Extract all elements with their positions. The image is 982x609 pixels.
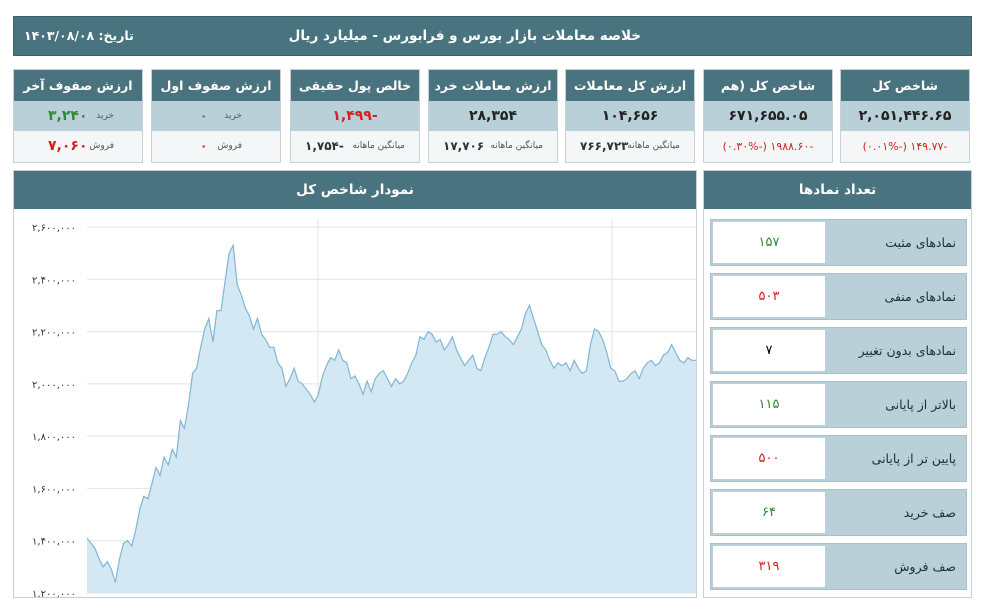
y-tick-label: ۲,۶۰۰,۰۰۰ [32, 223, 76, 234]
index-chart-panel: نمودار شاخص کل ۱,۲۰۰,۰۰۰ ۱,۴۰۰,۰۰۰ ۱,۶۰۰,۰… [13, 170, 697, 598]
symbol-row-label: پایین تر از پایانی [871, 451, 956, 466]
sell-value: ۰ [200, 139, 208, 153]
monthly-avg-label: میانگین ماهانه [490, 141, 543, 151]
index-line [86, 243, 696, 583]
symbol-row-value: ۱۱۵ [713, 384, 825, 425]
index-area [87, 245, 696, 594]
card-change: -۱۹۸۸.۶۰ (-۰.۳۰%) [704, 131, 832, 162]
buy-value: ۰ [200, 109, 208, 123]
sell-label: فروش [217, 141, 242, 151]
monthly-avg-value: -۱,۷۵۴ [305, 139, 344, 153]
symbol-row-label: صف فروش [894, 559, 956, 574]
buy-value: ۳,۲۴۰ [48, 108, 88, 124]
card-total-trade-value: ارزش کل معاملات ۱۰۴,۶۵۶ میانگین ماهانه ۷… [565, 69, 695, 163]
card-retail-trade-value: ارزش معاملات خرد ۲۸,۳۵۴ میانگین ماهانه ۱… [428, 69, 558, 163]
symbol-row-value: ۱۵۷ [713, 222, 825, 263]
y-tick-label: ۲,۴۰۰,۰۰۰ [32, 275, 76, 286]
symbol-row-label: نمادهای بدون تغییر [858, 343, 956, 358]
card-net-real-money: خالص پول حقیقی -۱,۴۹۹ میانگین ماهانه -۱,… [290, 69, 420, 163]
symbol-row-label: صف خرید [903, 505, 956, 520]
card-title: خالص پول حقیقی [291, 70, 419, 101]
symbol-row: نمادهای منفی ۵۰۳ [710, 273, 967, 320]
index-area-chart[interactable]: ۱,۲۰۰,۰۰۰ ۱,۴۰۰,۰۰۰ ۱,۶۰۰,۰۰۰ ۱,۸۰۰,۰۰۰ ۲,۰۰… [14, 209, 696, 597]
symbol-row-value: ۳۱۹ [713, 546, 825, 587]
symbol-row-label: نمادهای منفی [884, 289, 956, 304]
chart-title: نمودار شاخص کل [14, 171, 696, 209]
symbol-row-value: ۶۴ [713, 492, 825, 533]
card-change: -۱۴۹.۷۷ (-۰.۰۱%) [841, 131, 969, 162]
symbol-row-value: ۵۰۳ [713, 276, 825, 317]
card-title: ارزش صفوف اول بازار [152, 70, 280, 124]
monthly-avg-value: ۱۷,۷۰۶ [443, 139, 485, 153]
card-last-queues-value: ارزش صفوف آخر بازار خرید ۳,۲۴۰ فروش ۷,۰۶… [13, 69, 143, 163]
symbol-row: صف خرید ۶۴ [710, 489, 967, 536]
symbol-row-value: ۵۰۰ [713, 438, 825, 479]
symbol-row-value: ۷ [713, 330, 825, 371]
card-value: ۲۸,۳۵۴ [429, 101, 557, 131]
card-value: ۱۰۴,۶۵۶ [566, 101, 694, 131]
card-title: شاخص کل (هم وزن) [704, 70, 832, 124]
card-value: -۱,۴۹۹ [291, 101, 419, 131]
symbol-row: پایین تر از پایانی ۵۰۰ [710, 435, 967, 482]
buy-label: خرید [224, 111, 242, 121]
y-tick-label: ۱,۸۰۰,۰۰۰ [32, 432, 76, 443]
page-title: خلاصه معاملات بازار بورس و فرابورس - میل… [288, 28, 641, 44]
monthly-avg-value: ۷۶۶,۷۲۳ [580, 139, 629, 153]
card-first-queues-value: ارزش صفوف اول بازار خرید ۰ فروش ۰ [151, 69, 281, 163]
card-value: ۶۷۱,۶۵۵.۰۵ [704, 101, 832, 131]
report-date: تاریخ: ۱۴۰۳/۰۸/۰۸ [24, 28, 134, 43]
symbol-count-panel: تعداد نمادها نمادهای مثبت ۱۵۷ نمادهای منفی… [703, 170, 972, 598]
card-title: ارزش صفوف آخر بازار [14, 70, 142, 124]
buy-label: خرید [96, 111, 114, 121]
y-tick-label: ۲,۲۰۰,۰۰۰ [32, 328, 76, 339]
monthly-avg-label: میانگین ماهانه [627, 141, 680, 151]
symbol-panel-title: تعداد نمادها [704, 171, 971, 209]
card-title: ارزش کل معاملات [566, 70, 694, 101]
symbol-row-label: نمادهای مثبت [885, 235, 956, 250]
symbol-row: نمادهای بدون تغییر ۷ [710, 327, 967, 374]
monthly-avg-label: میانگین ماهانه [352, 141, 405, 151]
card-total-index: شاخص کل ۲,۰۵۱,۴۴۶.۶۵ -۱۴۹.۷۷ (-۰.۰۱%) [840, 69, 970, 163]
y-tick-label: ۱,۴۰۰,۰۰۰ [32, 537, 76, 548]
symbol-row: صف فروش ۳۱۹ [710, 543, 967, 590]
symbol-row: نمادهای مثبت ۱۵۷ [710, 219, 967, 266]
y-tick-label: ۲,۰۰۰,۰۰۰ [32, 380, 76, 391]
y-tick-label: ۱,۶۰۰,۰۰۰ [32, 484, 76, 495]
card-equal-weight-index: شاخص کل (هم وزن) ۶۷۱,۶۵۵.۰۵ -۱۹۸۸.۶۰ (-۰… [703, 69, 833, 163]
card-value: ۲,۰۵۱,۴۴۶.۶۵ [841, 101, 969, 131]
y-tick-label: ۱,۲۰۰,۰۰۰ [32, 589, 76, 597]
card-title: ارزش معاملات خرد [429, 70, 557, 101]
symbol-row: بالاتر از پایانی ۱۱۵ [710, 381, 967, 428]
sell-value: ۷,۰۶۰ [48, 138, 88, 154]
sell-label: فروش [89, 141, 114, 151]
symbol-row-label: بالاتر از پایانی [885, 397, 956, 412]
summary-header: خلاصه معاملات بازار بورس و فرابورس - میل… [13, 16, 972, 56]
card-title: شاخص کل [841, 70, 969, 101]
